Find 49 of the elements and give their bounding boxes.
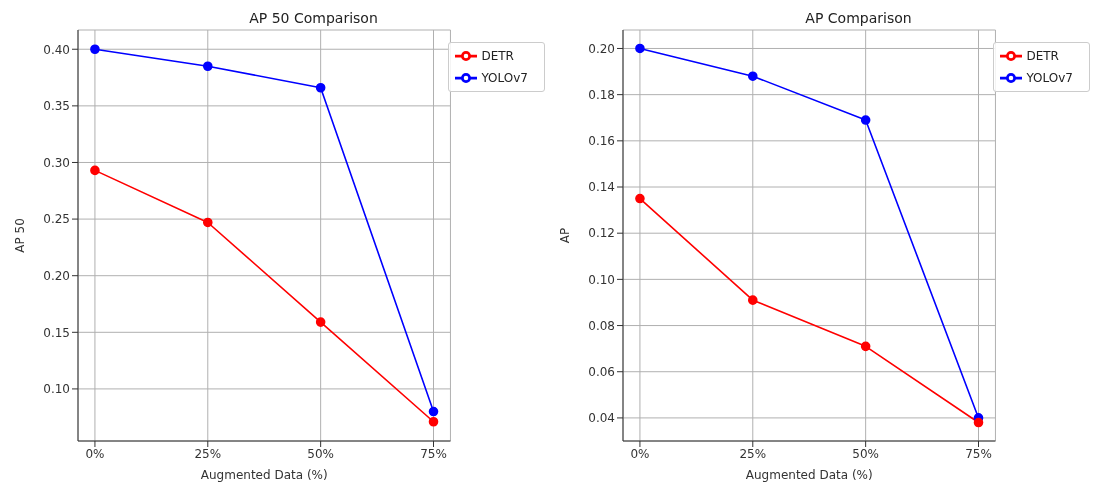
y-tick-label: 0.18	[588, 87, 615, 102]
y-axis-title: AP 50	[13, 218, 28, 253]
x-axis-title: Augmented Data (%)	[745, 468, 873, 482]
x-axis-title: Augmented Data (%)	[200, 468, 328, 482]
point	[315, 82, 326, 93]
point	[90, 44, 100, 55]
y-tick-label: 0.12	[588, 226, 615, 241]
y-tick-label: 0.30	[43, 155, 70, 170]
point	[315, 317, 326, 327]
point	[635, 193, 645, 204]
x-tick-label: 75%	[965, 446, 992, 461]
point	[428, 416, 439, 427]
y-tick-label: 0.16	[588, 134, 615, 149]
legend-label: YOLOv7	[1026, 70, 1073, 85]
legend-label: DETR	[481, 48, 514, 63]
point	[747, 295, 758, 305]
chart-title: AP 50 Comparison	[248, 10, 379, 26]
y-tick-label: 0.04	[588, 411, 615, 426]
x-tick-label: 0%	[85, 446, 105, 461]
y-tick-label: 0.20	[43, 268, 70, 283]
point	[747, 71, 758, 81]
point	[428, 406, 439, 417]
point	[860, 341, 871, 352]
point	[90, 165, 100, 176]
x-tick-label: 25%	[194, 446, 222, 461]
y-tick-label: 0.14	[588, 180, 615, 195]
chart-title: AP Comparison	[804, 10, 913, 26]
y-tick-label: 0.06	[588, 364, 615, 379]
x-tick-label: 75%	[420, 446, 447, 461]
y-tick-label: 0.20	[588, 41, 615, 56]
y-tick-label: 0.08	[588, 318, 615, 333]
x-tick-label: 50%	[852, 446, 879, 461]
point	[973, 417, 984, 428]
point	[635, 43, 645, 54]
x-tick-label: 0%	[630, 446, 650, 461]
y-tick-label: 0.10	[588, 272, 615, 287]
point	[860, 115, 871, 125]
point	[202, 217, 213, 228]
x-tick-label: 50%	[307, 446, 334, 461]
y-tick-label: 0.25	[43, 212, 70, 227]
y-tick-label: 0.15	[43, 325, 70, 340]
y-tick-label: 0.35	[43, 99, 70, 114]
y-tick-label: 0.10	[43, 382, 70, 397]
legend-label: YOLOv7	[481, 70, 528, 85]
point	[202, 61, 213, 72]
legend-label: DETR	[1026, 48, 1059, 63]
y-tick-label: 0.40	[43, 42, 70, 57]
y-axis-title: AP	[558, 227, 573, 244]
x-tick-label: 25%	[739, 446, 767, 461]
